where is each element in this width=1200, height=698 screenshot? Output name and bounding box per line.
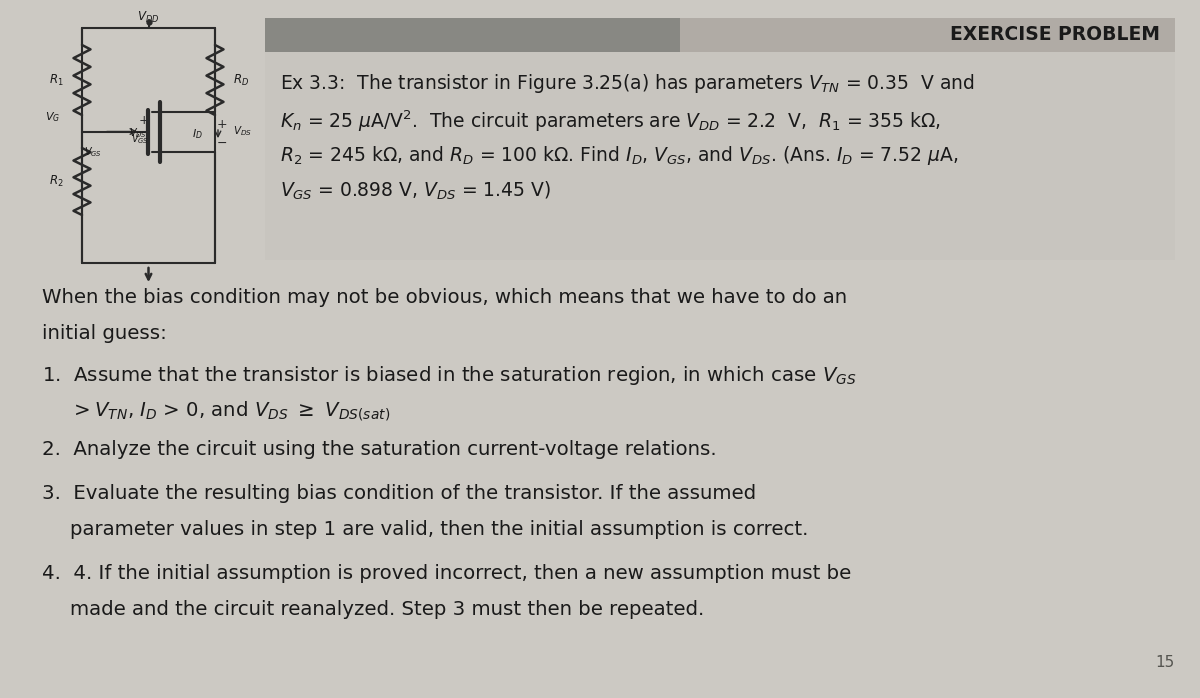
Text: 4.  4. If the initial assumption is proved incorrect, then a new assumption must: 4. 4. If the initial assumption is prove… <box>42 564 851 583</box>
Text: $V_{GS}$ = 0.898 V, $V_{DS}$ = 1.45 V): $V_{GS}$ = 0.898 V, $V_{DS}$ = 1.45 V) <box>280 180 551 202</box>
Text: +: + <box>139 114 149 128</box>
Text: made and the circuit reanalyzed. Step 3 must then be repeated.: made and the circuit reanalyzed. Step 3 … <box>70 600 704 619</box>
Polygon shape <box>265 18 680 52</box>
Text: $V_{GS}$: $V_{GS}$ <box>84 145 102 159</box>
Polygon shape <box>265 52 1175 260</box>
Text: 3.  Evaluate the resulting bias condition of the transistor. If the assumed: 3. Evaluate the resulting bias condition… <box>42 484 756 503</box>
Text: $R_2$: $R_2$ <box>49 174 64 189</box>
Text: $K_n$ = 25 $\mu$A/V$^2$.  The circuit parameters are $V_{DD}$ = 2.2  V,  $R_1$ =: $K_n$ = 25 $\mu$A/V$^2$. The circuit par… <box>280 108 941 133</box>
Polygon shape <box>680 18 1175 52</box>
Text: +: + <box>217 117 228 131</box>
Text: $R_D$: $R_D$ <box>233 73 250 87</box>
Text: $> V_{TN}$, $I_D$ > 0, and $V_{DS}$ $\geq$ $V_{DS(sat)}$: $> V_{TN}$, $I_D$ > 0, and $V_{DS}$ $\ge… <box>70 400 390 423</box>
Text: −: − <box>217 137 228 149</box>
Text: 15: 15 <box>1156 655 1175 670</box>
Text: Ex 3.3:  The transistor in Figure 3.25(a) has parameters $V_{TN}$ = 0.35  V and: Ex 3.3: The transistor in Figure 3.25(a)… <box>280 72 974 95</box>
Text: When the bias condition may not be obvious, which means that we have to do an: When the bias condition may not be obvio… <box>42 288 847 307</box>
Text: $V_{DS}$: $V_{DS}$ <box>128 126 148 140</box>
Text: initial guess:: initial guess: <box>42 324 167 343</box>
Text: $V_{GS}$: $V_{GS}$ <box>131 133 149 147</box>
Text: $V_G$: $V_G$ <box>44 110 60 124</box>
Text: EXERCISE PROBLEM: EXERCISE PROBLEM <box>950 26 1160 45</box>
Text: $I_D$: $I_D$ <box>192 127 203 141</box>
Text: 1.  Assume that the transistor is biased in the saturation region, in which case: 1. Assume that the transistor is biased … <box>42 364 857 387</box>
Text: $V_{DS}$: $V_{DS}$ <box>233 125 252 138</box>
Text: $R_2$ = 245 k$\Omega$, and $R_D$ = 100 k$\Omega$. Find $I_D$, $V_{GS}$, and $V_{: $R_2$ = 245 k$\Omega$, and $R_D$ = 100 k… <box>280 144 959 167</box>
Text: $R_1$: $R_1$ <box>49 73 64 87</box>
Text: $V_{DD}$: $V_{DD}$ <box>137 10 160 25</box>
Text: parameter values in step 1 are valid, then the initial assumption is correct.: parameter values in step 1 are valid, th… <box>70 520 809 539</box>
Text: 2.  Analyze the circuit using the saturation current-voltage relations.: 2. Analyze the circuit using the saturat… <box>42 440 716 459</box>
